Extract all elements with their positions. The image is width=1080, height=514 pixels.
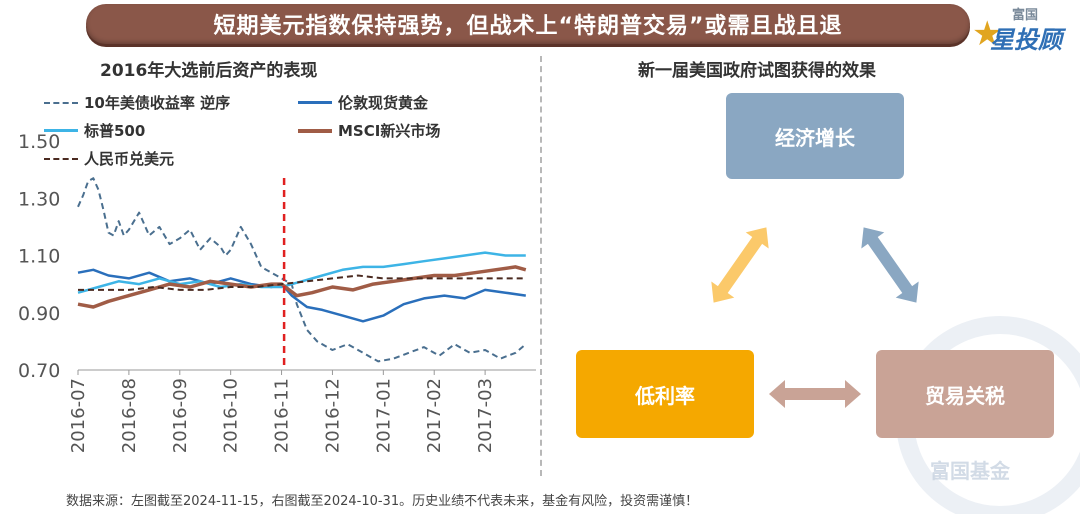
panel-divider: [540, 56, 542, 476]
legend-label-msci: MSCI新兴市场: [338, 122, 441, 140]
logo-main-text: 星投顾: [990, 26, 1062, 54]
box-economic-growth: 经济增长: [726, 93, 904, 179]
legend-swatch-msci: [298, 128, 332, 133]
legend-label-gold: 伦敦现货黄金: [338, 94, 429, 112]
series-line-1: [77, 268, 526, 323]
x-tick-label: 2017-03: [475, 378, 496, 453]
legend-swatch-gold: [298, 101, 332, 104]
page-title: 短期美元指数保持强势，但战术上“特朗普交易”或需且战且退: [213, 14, 843, 39]
source-footnote: 数据来源：左图截至2024-11-15，右图截至2024-10-31。历史业绩不…: [66, 494, 699, 509]
legend-item-sp500: 标普500: [44, 120, 145, 141]
legend-item-gold: 伦敦现货黄金: [298, 92, 428, 113]
legend-item-treasury: 10年美债收益率 逆序: [44, 92, 230, 113]
star-icon: ★: [972, 14, 1003, 54]
box-low-interest-rate: 低利率: [576, 350, 754, 438]
y-tick-label: 1.10: [18, 246, 60, 268]
y-tick-label: 0.90: [18, 303, 60, 325]
right-panel-title: 新一届美国政府试图获得的效果: [638, 61, 876, 81]
x-tick-label: 2016-07: [68, 378, 89, 453]
series-line-3: [77, 265, 527, 309]
arrow-growth-rate: [711, 227, 769, 303]
legend-item-cny: 人民币兑美元: [44, 148, 174, 169]
arrow-growth-tariff: [861, 227, 919, 303]
series-line-4: [78, 274, 526, 291]
legend-label-treasury: 10年美债收益率 逆序: [84, 94, 231, 112]
x-tick-label: 2017-02: [424, 378, 445, 453]
y-tick-label: 0.70: [18, 360, 60, 382]
line-chart: 1.501.301.100.900.70 2016-07 2016-08 2016-…: [18, 131, 536, 453]
y-tick-label: 1.50: [18, 131, 60, 153]
x-tick-label: 2016-10: [221, 378, 242, 453]
title-banner: 短期美元指数保持强势，但战术上“特朗普交易”或需且战且退: [86, 4, 970, 44]
legend-swatch-sp500: [44, 129, 78, 132]
brand-logo: ★ 富国 星投顾: [968, 0, 1080, 60]
x-tick-label: 2016-09: [170, 378, 191, 453]
series-layer: [77, 177, 527, 363]
logo-top-text: 富国: [1012, 8, 1039, 23]
x-tick-label: 2016-11: [272, 378, 293, 453]
box-trade-tariff: 贸易关税: [876, 350, 1054, 438]
x-tick-label: 2016-12: [322, 378, 343, 453]
x-tick-label: 2017-01: [373, 378, 394, 453]
x-axis: 2016-07 2016-08 2016-09 2016-10 2016-11 2016-…: [68, 369, 536, 453]
series-line-0: [77, 177, 527, 363]
legend-label-sp500: 标普500: [84, 122, 146, 140]
watermark-text: 富国基金: [930, 459, 1010, 483]
legend-item-msci: MSCI新兴市场: [298, 120, 440, 141]
legend-label-cny: 人民币兑美元: [84, 150, 175, 168]
legend-swatch-treasury: [44, 101, 78, 104]
y-tick-label: 1.30: [18, 188, 60, 210]
y-axis: 1.50 1.30 1.10 0.90 0.70: [18, 131, 60, 382]
x-tick-label: 2016-08: [119, 378, 140, 453]
left-chart-title: 2016年大选前后资产的表现: [100, 61, 318, 81]
legend-swatch-cny: [44, 157, 78, 160]
arrow-rate-tariff: [769, 380, 861, 408]
